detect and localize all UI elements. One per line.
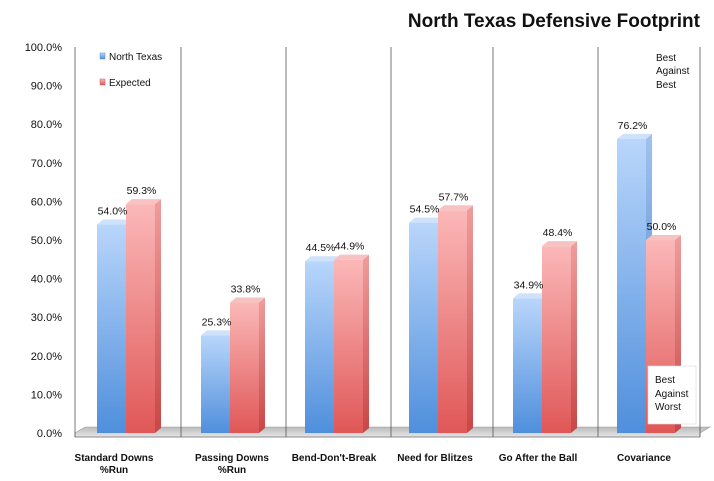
y-tick-label: 80.0%: [31, 119, 62, 131]
y-tick-label: 20.0%: [31, 351, 62, 363]
annotation-worst-line-2: Against: [655, 389, 689, 400]
bar-top: [334, 254, 369, 260]
value-label-expected: 59.3%: [127, 185, 157, 197]
bar-expected-standard-downs-run: [126, 199, 161, 433]
bar-top: [305, 256, 340, 262]
y-tick-label: 70.0%: [31, 158, 62, 170]
y-tick-label: 50.0%: [31, 235, 62, 247]
value-label-north-texas: 54.5%: [410, 204, 440, 216]
category-label: Bend-Don't-Break: [292, 453, 377, 464]
bar-front: [542, 246, 571, 433]
bar-side: [259, 297, 265, 433]
chart-title: North Texas Defensive Footprint: [408, 11, 701, 32]
category-label: %Run: [218, 465, 246, 476]
value-label-north-texas: 54.0%: [98, 206, 128, 218]
bar-front: [97, 224, 126, 433]
legend-swatch-expected: [99, 78, 106, 86]
y-tick-label: 10.0%: [31, 389, 62, 401]
category-label: Standard Downs: [75, 453, 154, 464]
category-label: Need for Blitzes: [397, 453, 473, 464]
bar-expected-need-for-blitzes: [438, 205, 473, 433]
legend-item-north-texas: North Texas: [99, 52, 162, 63]
floor-plane: [74, 426, 712, 438]
bar-top: [513, 293, 548, 299]
y-tick-label: 30.0%: [31, 312, 62, 324]
legend-swatch-north-texas: [99, 52, 106, 60]
value-label-north-texas: 44.5%: [306, 242, 336, 254]
bar-top: [97, 219, 132, 225]
annotation-worst-line-3: Worst: [655, 402, 681, 413]
bar-expected-passing-downs-run: [230, 297, 265, 433]
bar-top: [542, 241, 577, 247]
annotation-best-against-worst: Best Against Worst: [647, 365, 697, 425]
annotation-best-line-1: Best: [656, 53, 676, 64]
value-label-north-texas: 34.9%: [514, 279, 544, 291]
value-label-expected: 57.7%: [439, 191, 469, 203]
value-label-expected: 50.0%: [647, 221, 677, 233]
bar-side: [155, 199, 161, 433]
category-label: %Run: [100, 465, 128, 476]
bar-front: [201, 335, 230, 433]
annotation-best-line-3: Best: [656, 80, 676, 91]
value-label-expected: 44.9%: [335, 241, 365, 253]
bar-front: [617, 138, 646, 434]
value-label-north-texas: 25.3%: [202, 316, 232, 328]
bar-top: [438, 205, 473, 211]
bar-front: [409, 222, 438, 433]
bar-front: [126, 204, 155, 433]
bar-side: [467, 205, 473, 433]
bars: [97, 133, 681, 434]
bar-top: [646, 235, 681, 240]
bar-top: [126, 199, 161, 205]
annotation-worst-box: [647, 365, 697, 425]
bar-top: [409, 217, 444, 223]
annotation-best-against-best: Best Against Best: [656, 53, 690, 91]
y-axis: 0.0% 10.0% 20.0% 30.0% 40.0% 50.0% 60.0% 70.0% 8…: [25, 42, 63, 440]
bar-expected-go-after-the-ball: [542, 241, 577, 433]
category-label: Go After the Ball: [499, 453, 578, 464]
category-separators: [74, 47, 701, 437]
annotation-best-line-2: Against: [656, 66, 690, 77]
legend-label-expected: Expected: [109, 78, 151, 89]
value-label-north-texas: 76.2%: [618, 120, 648, 132]
value-labels: 54.0% 59.3% 25.3% 33.8% 44.5% 44.9% 54.5%57.7%…: [98, 120, 677, 328]
bar-front: [513, 298, 542, 433]
y-tick-label: 100.0%: [25, 42, 63, 54]
y-tick-label: 60.0%: [31, 196, 62, 208]
bar-top: [230, 297, 265, 303]
annotation-worst-line-1: Best: [655, 375, 675, 386]
bar-front: [334, 259, 363, 433]
value-label-expected: 48.4%: [543, 227, 573, 239]
bar-north-texas-need-for-blitzes: [409, 217, 444, 433]
category-label: Passing Downs: [195, 453, 269, 464]
legend-label-north-texas: North Texas: [109, 52, 162, 63]
legend-item-expected: Expected: [99, 78, 151, 89]
bar-front: [230, 302, 259, 433]
y-tick-label: 0.0%: [37, 428, 62, 440]
category-label: Covariance: [617, 453, 671, 464]
bar-expected-bend-don-t-break: [334, 254, 369, 433]
bar-side: [363, 254, 369, 433]
y-tick-label: 40.0%: [31, 274, 62, 286]
bar-top: [617, 133, 652, 139]
bar-side: [571, 241, 577, 433]
value-label-expected: 33.8%: [231, 284, 261, 296]
bar-front: [438, 210, 467, 433]
y-tick-label: 90.0%: [31, 81, 62, 93]
legend: North Texas Expected: [99, 52, 162, 89]
bar-top: [201, 330, 236, 336]
chart-floor: [74, 426, 712, 438]
bar-front: [305, 261, 334, 433]
